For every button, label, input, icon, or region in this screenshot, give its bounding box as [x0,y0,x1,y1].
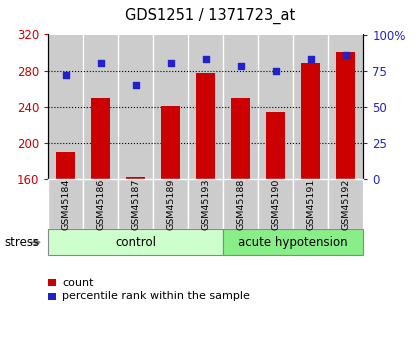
Text: acute hypotension: acute hypotension [239,236,348,249]
Bar [161,106,181,179]
Bar [188,34,223,179]
Point [168,61,174,66]
Bar [196,72,215,179]
Bar [223,34,258,179]
Point [307,56,314,62]
Text: GSM45192: GSM45192 [341,179,350,230]
Text: GSM45190: GSM45190 [271,179,280,230]
Text: stress: stress [4,236,39,249]
Bar [336,52,355,179]
Point [342,52,349,58]
Text: GSM45189: GSM45189 [166,179,175,230]
Point [237,63,244,69]
Point [63,72,69,78]
Bar [56,152,76,179]
Bar [266,112,286,179]
Text: GSM45187: GSM45187 [131,179,140,230]
Bar [83,34,118,179]
Text: GSM45186: GSM45186 [96,179,105,230]
Bar [118,34,153,179]
Text: GSM45191: GSM45191 [306,179,315,230]
Text: GDS1251 / 1371723_at: GDS1251 / 1371723_at [125,8,295,24]
Bar [231,98,250,179]
Point [202,56,209,62]
Bar [153,34,188,179]
Text: GSM45184: GSM45184 [61,179,70,230]
Bar [91,98,110,179]
Point [97,61,104,66]
Bar [258,34,293,179]
Point [273,68,279,73]
Text: GSM45188: GSM45188 [236,179,245,230]
Bar [293,34,328,179]
Text: GSM45193: GSM45193 [201,179,210,230]
Text: percentile rank within the sample: percentile rank within the sample [62,292,250,302]
Bar [328,34,363,179]
Bar [48,34,83,179]
Bar [126,177,145,179]
Text: count: count [62,278,94,288]
Point [132,82,139,88]
Bar [301,62,320,179]
Text: control: control [116,236,156,249]
